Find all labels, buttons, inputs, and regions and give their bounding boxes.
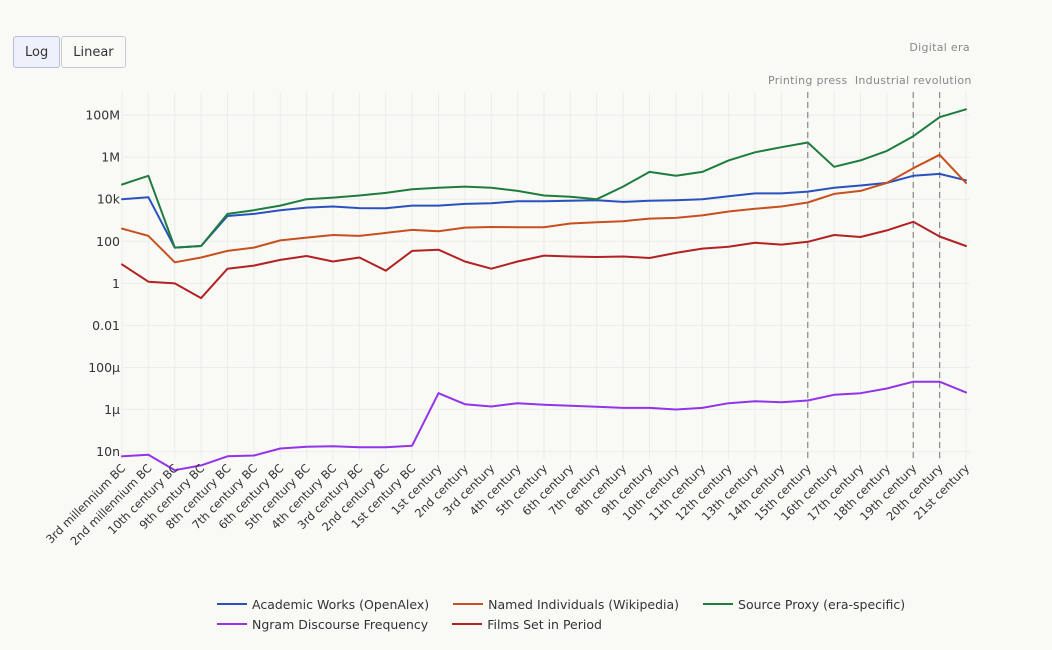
series-line (121, 153, 967, 264)
y-tick-label: 100 (96, 234, 120, 249)
y-tick-label: 100μ (88, 360, 120, 375)
legend-item[interactable]: Source Proxy (era-specific) (703, 596, 905, 612)
line-chart: 100M 1M 10k 100 1 0.01 100μ 1μ 10n Printing press… (43, 41, 972, 548)
legend-label: Named Individuals (Wikipedia) (488, 596, 680, 612)
legend-item[interactable]: Ngram Discourse Frequency (217, 616, 428, 632)
legend-item[interactable]: Academic Works (OpenAlex) (217, 596, 429, 612)
legend-item[interactable]: Films Set in Period (452, 616, 602, 632)
log-scale-button[interactable]: Log (13, 36, 61, 68)
legend-label: Films Set in Period (487, 616, 602, 632)
linear-scale-button[interactable]: Linear (61, 36, 126, 68)
legend-swatch (453, 603, 484, 605)
series-line (121, 380, 967, 472)
legend-item[interactable]: Named Individuals (Wikipedia) (453, 596, 679, 612)
legend-swatch (452, 623, 483, 625)
y-tick-label: 1 (112, 276, 120, 291)
legend-swatch (217, 623, 247, 625)
legend-label: Academic Works (OpenAlex) (252, 596, 430, 612)
y-tick-label: 10k (97, 192, 121, 207)
legend-swatch (217, 603, 247, 605)
legend-label: Source Proxy (era-specific) (738, 596, 906, 612)
y-tick-label: 0.01 (92, 318, 120, 333)
legend-label: Ngram Discourse Frequency (252, 616, 429, 632)
annotation-label: Printing press (768, 74, 848, 87)
y-tick-label: 1μ (104, 402, 120, 417)
legend-swatch (703, 603, 734, 605)
series-line (121, 172, 967, 249)
scale-toggle: Log Linear (13, 36, 126, 68)
annotation-label: Digital era (909, 41, 970, 54)
annotation-label: Industrial revolution (855, 74, 972, 87)
series-line (121, 220, 967, 300)
series-line (121, 108, 967, 249)
y-tick-label: 10n (96, 444, 120, 459)
y-tick-label: 100M (85, 108, 120, 123)
chart-legend: Academic Works (OpenAlex) Named Individua… (217, 596, 937, 632)
y-tick-label: 1M (101, 150, 120, 165)
